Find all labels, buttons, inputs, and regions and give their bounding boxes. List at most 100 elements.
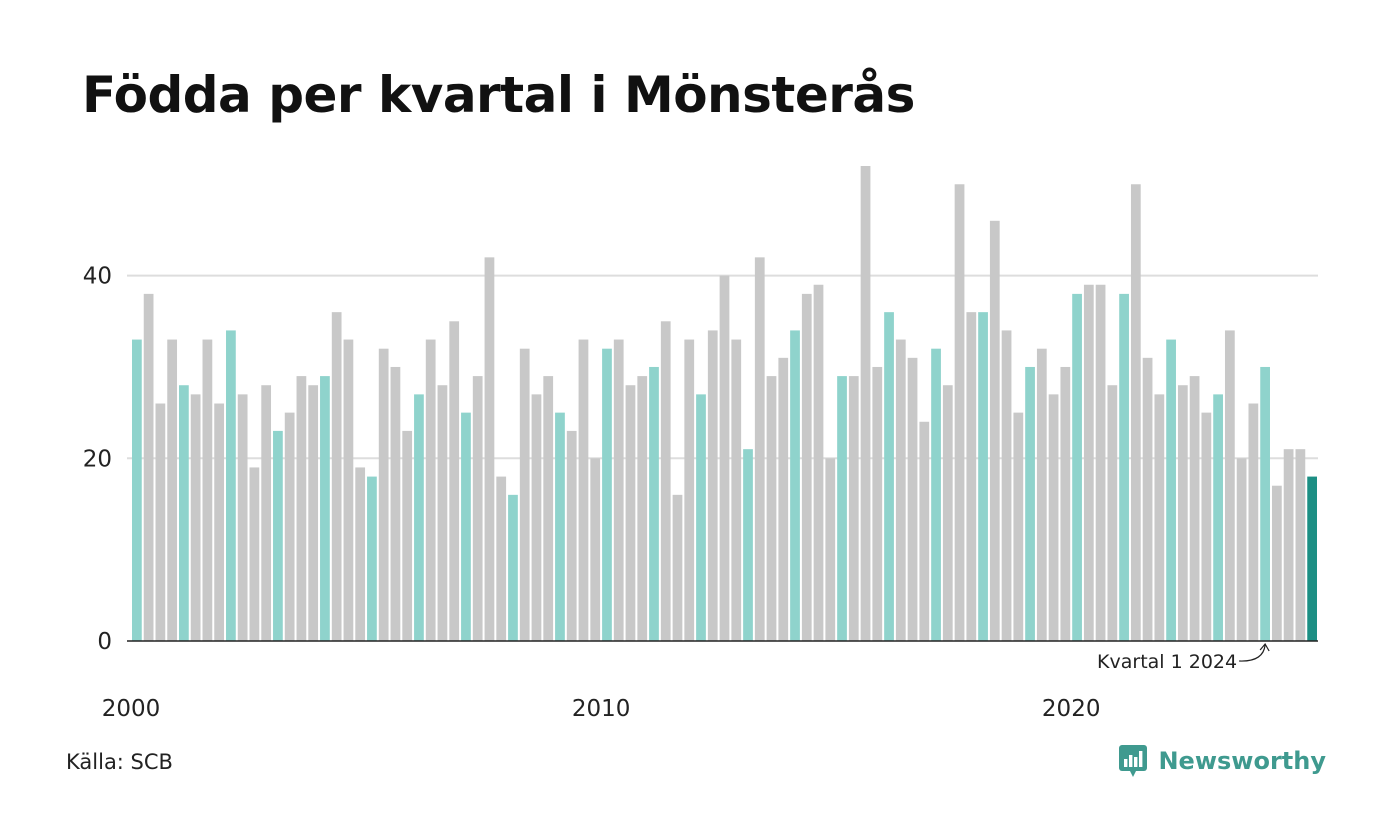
- x-tick-label: 2000: [102, 696, 161, 722]
- bar: [1095, 284, 1106, 641]
- chart-title: Födda per kvartal i Mönsterås: [82, 66, 915, 124]
- newsworthy-logo-icon: [1119, 745, 1148, 777]
- bars: [132, 166, 1317, 641]
- bar: [1013, 412, 1024, 641]
- bar: [1166, 339, 1176, 641]
- bar: [284, 412, 295, 641]
- bar-chart: 0 20 40 2000 2010 2020 Kvartal 1 2024: [83, 166, 1318, 722]
- bar: [308, 385, 319, 641]
- bar: [378, 348, 389, 641]
- bar: [966, 312, 977, 641]
- bar: [1260, 366, 1270, 641]
- bar: [296, 376, 307, 641]
- bar: [778, 357, 789, 641]
- axes: 0 20 40 2000 2010 2020: [83, 264, 1318, 722]
- annotation: Kvartal 1 2024: [1097, 642, 1270, 673]
- bar: [578, 339, 589, 641]
- bar: [167, 339, 178, 641]
- bar: [649, 366, 659, 641]
- bar: [1201, 412, 1212, 641]
- bar: [1307, 476, 1317, 641]
- bar: [696, 394, 706, 641]
- y-tick-label: 0: [97, 629, 112, 655]
- bar: [437, 385, 448, 641]
- bar: [954, 184, 965, 641]
- brand-name: Newsworthy: [1158, 747, 1326, 775]
- bar: [531, 394, 542, 641]
- bar: [907, 357, 918, 641]
- bar: [590, 458, 601, 641]
- bar: [1142, 357, 1153, 641]
- bar: [837, 376, 847, 641]
- bar: [1189, 376, 1200, 641]
- bar: [719, 275, 730, 641]
- annotation-arrow: [1239, 644, 1266, 662]
- bar: [1072, 293, 1082, 641]
- bar: [1295, 449, 1306, 641]
- bar: [1048, 394, 1059, 641]
- bar: [484, 257, 495, 641]
- bar: [331, 312, 342, 641]
- bar: [978, 312, 988, 641]
- bar: [707, 330, 718, 641]
- bar: [1025, 366, 1035, 641]
- bar: [1154, 394, 1165, 641]
- bar: [848, 376, 859, 641]
- bar: [461, 412, 471, 641]
- bar: [190, 394, 201, 641]
- bar: [390, 366, 401, 641]
- bar: [1036, 348, 1047, 641]
- bar: [1224, 330, 1235, 641]
- bar: [214, 403, 225, 641]
- bar: [555, 412, 565, 641]
- y-tick-label: 40: [83, 264, 112, 290]
- bar: [1060, 366, 1071, 641]
- bar: [1248, 403, 1259, 641]
- bar: [566, 430, 577, 641]
- bar: [179, 385, 189, 641]
- bar: [895, 339, 906, 641]
- bar: [1119, 293, 1129, 641]
- bar: [1130, 184, 1141, 641]
- bar: [989, 220, 1000, 641]
- bar: [320, 376, 330, 641]
- bar: [519, 348, 530, 641]
- bar: [731, 339, 742, 641]
- bar: [414, 394, 424, 641]
- bar: [508, 494, 518, 641]
- bar: [1083, 284, 1094, 641]
- y-tick-label: 20: [83, 446, 112, 472]
- bar: [343, 339, 354, 641]
- bar: [425, 339, 436, 641]
- bar: [273, 430, 283, 641]
- source-note: Källa: SCB: [66, 750, 173, 774]
- bar: [1177, 385, 1188, 641]
- bar: [884, 312, 894, 641]
- bar: [1236, 458, 1247, 641]
- annotation-arrowhead: [1259, 642, 1270, 652]
- bar: [237, 394, 248, 641]
- bar: [449, 321, 460, 641]
- bar: [766, 376, 777, 641]
- bar: [813, 284, 824, 641]
- bar: [249, 467, 260, 641]
- bar: [613, 339, 624, 641]
- bar: [790, 330, 800, 641]
- bar: [625, 385, 636, 641]
- brand[interactable]: Newsworthy: [1118, 744, 1326, 778]
- bar: [919, 421, 930, 641]
- bar: [1107, 385, 1118, 641]
- bar: [1213, 394, 1223, 641]
- bar: [261, 385, 272, 641]
- bar: [860, 166, 871, 641]
- bar: [1271, 485, 1282, 641]
- x-tick-label: 2020: [1042, 696, 1101, 722]
- bar: [637, 376, 648, 641]
- bar: [684, 339, 695, 641]
- bar: [402, 430, 413, 641]
- bar: [1001, 330, 1012, 641]
- bar: [355, 467, 366, 641]
- bar: [543, 376, 554, 641]
- bar: [801, 293, 812, 641]
- bar: [754, 257, 765, 641]
